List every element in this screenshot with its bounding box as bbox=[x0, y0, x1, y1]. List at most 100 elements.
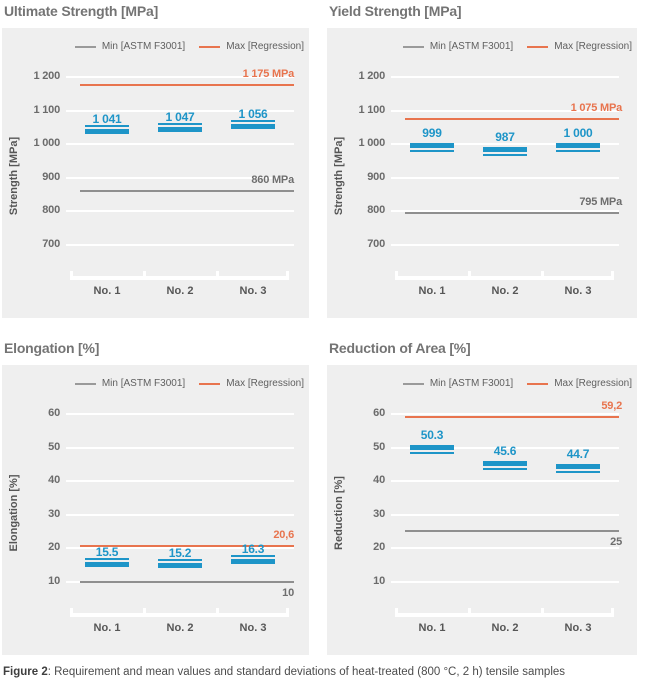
legend: Min [ASTM F3001] Max [Regression] bbox=[74, 378, 304, 389]
max-line bbox=[405, 117, 619, 120]
category-label: No. 3 bbox=[564, 622, 592, 634]
gridline bbox=[391, 176, 619, 179]
gridline bbox=[391, 513, 619, 516]
min-line bbox=[80, 189, 294, 192]
x-axis-notch bbox=[216, 271, 219, 276]
x-axis-notch bbox=[541, 271, 544, 276]
legend-max-label: Max [Regression] bbox=[226, 378, 304, 389]
category-label: No. 1 bbox=[93, 622, 121, 634]
y-tick-label: 20 bbox=[48, 541, 60, 553]
min-line-label: 25 bbox=[610, 536, 622, 549]
x-axis-notch bbox=[216, 608, 219, 613]
figure-caption: Figure 2: Requirement and mean values an… bbox=[3, 666, 648, 678]
y-tick-label: 50 bbox=[373, 440, 385, 453]
data-marker-mean-bar bbox=[483, 147, 527, 153]
gridline bbox=[66, 413, 294, 415]
x-axis-baseline bbox=[70, 276, 289, 280]
legend: Min [ASTM F3001] Max [Regression] bbox=[74, 41, 304, 52]
legend-max-label: Max [Regression] bbox=[226, 41, 304, 52]
x-axis-notch bbox=[395, 271, 398, 276]
chart-ultimate-strength: Ultimate Strength [MPa] Min [ASTM F3001]… bbox=[2, 3, 309, 318]
min-line bbox=[80, 580, 294, 583]
min-line-label: 10 bbox=[282, 586, 294, 599]
x-axis-notch bbox=[286, 271, 289, 276]
data-marker-mean-bar bbox=[483, 461, 527, 467]
y-tick-label: 1 200 bbox=[358, 70, 385, 82]
gridline bbox=[391, 480, 619, 482]
min-line bbox=[405, 211, 619, 214]
data-marker-std-whisker bbox=[556, 150, 600, 152]
y-tick-label: 30 bbox=[373, 507, 385, 520]
chart-title: Reduction of Area [%] bbox=[329, 340, 471, 356]
chart-reduction-of-area: Reduction of Area [%] Min [ASTM F3001] Ma… bbox=[327, 340, 637, 655]
x-axis-notch bbox=[611, 271, 614, 276]
legend-min-label: Min [ASTM F3001] bbox=[101, 41, 186, 52]
data-value-label: 987 bbox=[495, 130, 515, 145]
category-label: No. 1 bbox=[93, 285, 121, 297]
legend-max-label: Max [Regression] bbox=[554, 378, 632, 389]
data-value-label: 15.2 bbox=[168, 546, 192, 561]
data-value-label: 15.5 bbox=[95, 545, 119, 560]
max-line-label: 20,6 bbox=[273, 528, 294, 541]
y-tick-label: 50 bbox=[48, 440, 60, 453]
data-value-label: 1 047 bbox=[165, 110, 195, 125]
gridline bbox=[66, 243, 294, 246]
data-value-label: 1 056 bbox=[238, 107, 268, 122]
legend-min-swatch bbox=[74, 45, 96, 48]
data-marker-mean-bar bbox=[556, 143, 600, 148]
data-marker-std-whisker bbox=[410, 452, 454, 455]
legend: Min [ASTM F3001] Max [Regression] bbox=[402, 41, 632, 52]
category-label: No. 3 bbox=[564, 285, 592, 297]
gridline bbox=[66, 210, 294, 212]
category-label: No. 3 bbox=[239, 622, 267, 634]
y-tick-label: 60 bbox=[373, 407, 385, 419]
legend-max-swatch bbox=[199, 382, 221, 385]
y-tick-label: 10 bbox=[373, 574, 385, 587]
chart-title: Elongation [%] bbox=[4, 340, 100, 356]
data-value-label: 44.7 bbox=[566, 447, 590, 462]
min-line bbox=[405, 530, 619, 533]
legend-min-label: Min [ASTM F3001] bbox=[429, 378, 514, 389]
category-label: No. 1 bbox=[418, 285, 446, 297]
gridline bbox=[66, 109, 294, 112]
legend-min-label: Min [ASTM F3001] bbox=[101, 378, 186, 389]
data-marker-std-whisker bbox=[556, 471, 600, 474]
y-tick-label: 40 bbox=[373, 474, 385, 486]
chart-elongation: Elongation [%] Min [ASTM F3001] Max [Regr… bbox=[2, 340, 309, 655]
x-axis-notch bbox=[286, 608, 289, 613]
category-label: No. 2 bbox=[166, 285, 194, 297]
y-tick-label: 900 bbox=[42, 170, 60, 183]
legend-max-label: Max [Regression] bbox=[554, 41, 632, 52]
gridline bbox=[391, 413, 619, 415]
x-axis-notch bbox=[611, 608, 614, 613]
max-line bbox=[405, 415, 619, 418]
data-value-label: 50.3 bbox=[420, 428, 444, 443]
gridline bbox=[66, 513, 294, 516]
max-line-label: 1 175 MPa bbox=[242, 68, 295, 81]
y-tick-label: 900 bbox=[367, 170, 385, 183]
x-axis-notch bbox=[70, 608, 73, 613]
max-line bbox=[80, 84, 294, 87]
y-tick-label: 40 bbox=[48, 474, 60, 486]
data-marker-std-whisker bbox=[231, 120, 275, 123]
x-axis-baseline bbox=[70, 613, 289, 617]
data-marker-mean-bar bbox=[231, 124, 275, 130]
chart-panel: Min [ASTM F3001] Max [Regression] 60 50 40 30… bbox=[327, 365, 637, 655]
y-tick-label: 700 bbox=[367, 237, 385, 250]
y-tick-label: 60 bbox=[48, 407, 60, 419]
data-marker-mean-bar bbox=[85, 562, 129, 568]
gridline bbox=[391, 109, 619, 112]
data-marker-std-whisker bbox=[410, 150, 454, 153]
data-value-label: 1 041 bbox=[92, 112, 122, 127]
y-tick-label: 800 bbox=[42, 204, 60, 216]
category-label: No. 1 bbox=[418, 622, 446, 634]
legend-max-swatch bbox=[527, 45, 549, 48]
y-tick-label: 1 000 bbox=[358, 137, 385, 149]
legend: Min [ASTM F3001] Max [Regression] bbox=[402, 378, 632, 389]
data-marker-mean-bar bbox=[158, 127, 202, 133]
data-marker-mean-bar bbox=[85, 129, 129, 135]
chart-panel: Min [ASTM F3001] Max [Regression] 60 50 40 30… bbox=[2, 365, 309, 655]
chart-yield-strength: Yield Strength [MPa] Min [ASTM F3001] Max… bbox=[327, 3, 637, 318]
legend-min-swatch bbox=[74, 382, 96, 385]
data-marker-std-whisker bbox=[231, 555, 275, 558]
